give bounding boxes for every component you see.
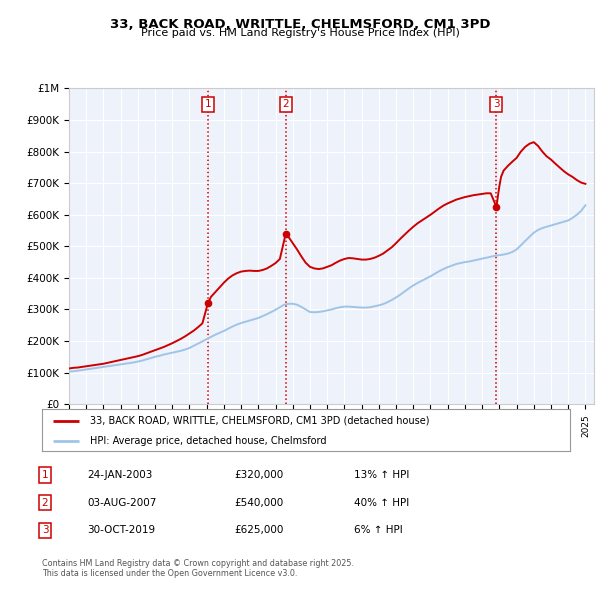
Text: 30-OCT-2019: 30-OCT-2019 [87, 526, 155, 535]
Text: 40% ↑ HPI: 40% ↑ HPI [354, 498, 409, 507]
Text: 6% ↑ HPI: 6% ↑ HPI [354, 526, 403, 535]
Text: 2: 2 [283, 99, 289, 109]
Text: 33, BACK ROAD, WRITTLE, CHELMSFORD, CM1 3PD (detached house): 33, BACK ROAD, WRITTLE, CHELMSFORD, CM1 … [89, 416, 429, 426]
Text: 13% ↑ HPI: 13% ↑ HPI [354, 470, 409, 480]
Text: 03-AUG-2007: 03-AUG-2007 [87, 498, 157, 507]
Text: 33, BACK ROAD, WRITTLE, CHELMSFORD, CM1 3PD: 33, BACK ROAD, WRITTLE, CHELMSFORD, CM1 … [110, 18, 490, 31]
Text: 1: 1 [205, 99, 211, 109]
Text: 3: 3 [41, 526, 49, 535]
Text: 3: 3 [493, 99, 500, 109]
Text: HPI: Average price, detached house, Chelmsford: HPI: Average price, detached house, Chel… [89, 436, 326, 445]
Text: Price paid vs. HM Land Registry's House Price Index (HPI): Price paid vs. HM Land Registry's House … [140, 28, 460, 38]
Text: 24-JAN-2003: 24-JAN-2003 [87, 470, 152, 480]
Text: 1: 1 [41, 470, 49, 480]
Text: £625,000: £625,000 [234, 526, 283, 535]
Text: £540,000: £540,000 [234, 498, 283, 507]
Text: 2: 2 [41, 498, 49, 507]
Text: Contains HM Land Registry data © Crown copyright and database right 2025.
This d: Contains HM Land Registry data © Crown c… [42, 559, 354, 578]
Text: £320,000: £320,000 [234, 470, 283, 480]
